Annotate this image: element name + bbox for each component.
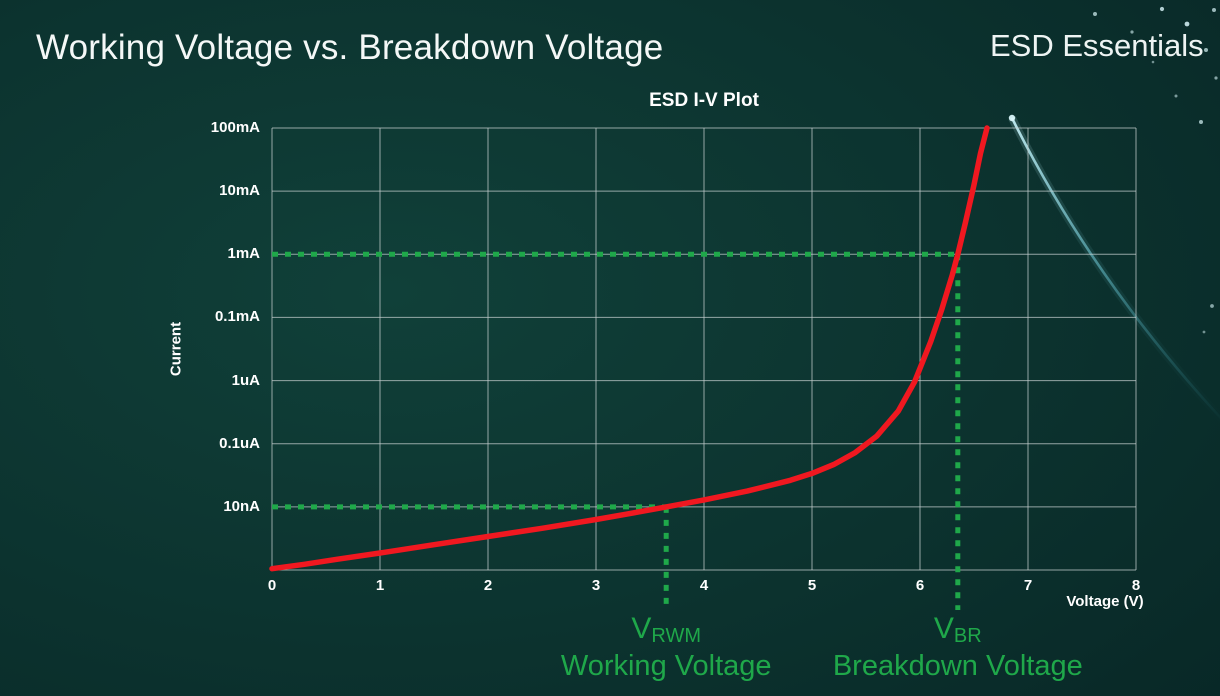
y-tick-label: 0.1uA xyxy=(219,434,260,452)
marker-caption: Breakdown Voltage xyxy=(832,650,1083,683)
y-axis-label: Current xyxy=(167,321,185,377)
marker-symbol: V xyxy=(631,612,652,645)
vbr-symbol: VBR xyxy=(833,612,1083,648)
x-tick-label: 3 xyxy=(591,577,601,594)
vrwm-symbol: VRWM xyxy=(561,612,772,648)
marker-subscript: RWM xyxy=(651,625,701,648)
x-tick-label: 1 xyxy=(375,577,385,594)
x-axis-label: Voltage (V) xyxy=(1066,593,1144,610)
vrwm-marker-label: VRWM Working Voltage xyxy=(561,612,772,683)
y-tick-label: 100mA xyxy=(210,119,260,136)
y-tick-label: 1uA xyxy=(231,371,260,389)
marker-symbol: V xyxy=(933,612,954,645)
iv-curve xyxy=(269,125,990,572)
x-tick-label: 7 xyxy=(1023,577,1033,594)
x-tick-label: 2 xyxy=(483,577,493,594)
x-tick-label: 5 xyxy=(807,577,817,594)
vbr-marker-label: VBR Breakdown Voltage xyxy=(833,612,1083,683)
y-tick-label: 0.1mA xyxy=(214,308,260,326)
x-tick-label: 4 xyxy=(699,577,709,594)
marker-caption: Working Voltage xyxy=(560,650,772,683)
x-tick-label: 8 xyxy=(1131,577,1141,594)
marker-subscript: BR xyxy=(953,625,982,648)
y-tick-label: 10nA xyxy=(223,497,260,515)
y-tick-label: 1mA xyxy=(227,245,260,263)
x-tick-label: 0 xyxy=(267,577,277,594)
slide-title: Working Voltage vs. Breakdown Voltage xyxy=(36,28,664,67)
chart-title: ESD I-V Plot xyxy=(649,90,759,111)
y-tick-label: 10mA xyxy=(219,182,260,200)
brand-text: ESD Essentials xyxy=(990,28,1204,63)
x-tick-label: 6 xyxy=(915,577,925,594)
